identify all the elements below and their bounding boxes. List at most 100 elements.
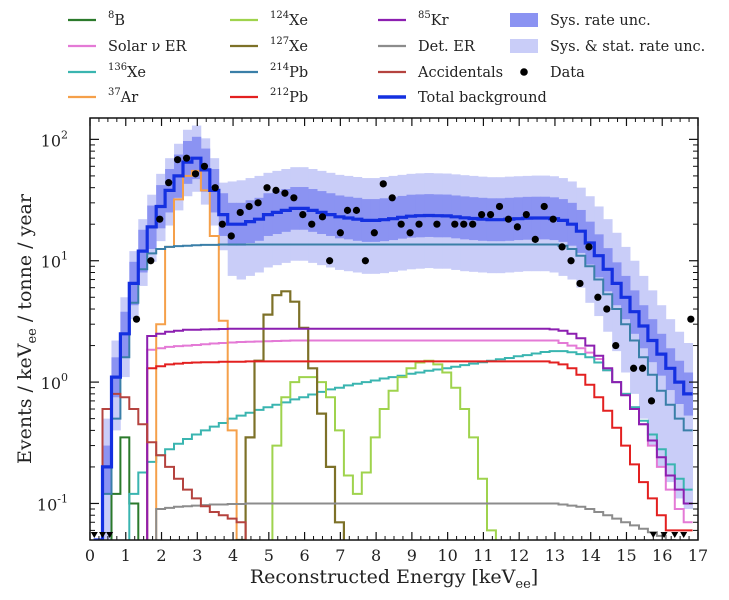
data-point	[531, 235, 539, 243]
data-point	[352, 206, 361, 214]
y-axis-title-end: / tonne / year	[14, 193, 36, 328]
legend-label-sup: 37	[108, 87, 121, 98]
legend-label-main: Xe	[289, 13, 308, 29]
data-point	[460, 220, 468, 228]
legend-label-main: Ar	[120, 90, 138, 106]
data-point	[451, 220, 459, 228]
x-tick-label: 14	[581, 546, 601, 565]
legend-label-main: Kr	[431, 13, 449, 29]
upper-limit-marker	[671, 532, 679, 538]
upper-limit-marker	[99, 532, 107, 538]
data-point	[182, 154, 191, 162]
data-point	[236, 208, 244, 217]
legend-label: 212Pb	[270, 87, 308, 106]
sys-band-bin	[102, 445, 112, 494]
x-tick-label: 11	[473, 546, 493, 565]
y-tick-base: 10	[37, 495, 57, 514]
data-point	[290, 194, 298, 202]
series-line-6	[101, 243, 693, 540]
data-point	[540, 202, 548, 211]
series-line-7	[146, 360, 693, 540]
data-point	[272, 186, 280, 194]
data-point	[513, 223, 521, 231]
legend-label-main: B	[114, 13, 125, 29]
x-tick-label: 6	[299, 546, 309, 565]
x-tick-label: 12	[509, 546, 529, 565]
x-tick-label: 10	[437, 546, 457, 565]
stat-band-bin	[656, 305, 667, 467]
series-line-8	[146, 327, 693, 540]
data-point	[308, 220, 316, 228]
data-point	[406, 229, 414, 237]
upper-limit-markers	[90, 532, 688, 538]
legend-label-sup: 85	[418, 10, 431, 21]
data-point	[630, 364, 638, 372]
data-point	[245, 202, 253, 211]
stat-band-bin	[674, 331, 685, 499]
x-tick-label: 0	[85, 546, 95, 565]
series-line-10	[101, 392, 247, 540]
legend-label-main: Pb	[289, 65, 308, 81]
data-point	[576, 279, 584, 288]
uncertainty-bands	[102, 125, 694, 540]
x-tick-label: 4	[228, 546, 238, 565]
upper-limit-marker	[680, 532, 688, 538]
data-point	[165, 179, 173, 187]
legend-label-main: Xe	[127, 65, 146, 81]
legend-label: 214Pb	[270, 62, 308, 81]
series-line-4	[271, 359, 497, 540]
data-point	[612, 341, 620, 350]
legend-label-sup: 8	[108, 10, 114, 21]
legend-label-main: Xe	[289, 39, 308, 55]
legend-label: Data	[550, 65, 585, 81]
data-point	[132, 315, 141, 323]
x-tick-label: 17	[688, 546, 708, 565]
data-point	[299, 210, 307, 219]
x-tick-label: 2	[156, 546, 166, 565]
data-point	[211, 184, 219, 192]
data-point	[549, 215, 557, 223]
data-points	[132, 154, 695, 405]
series-line-5	[235, 290, 345, 540]
legend-label-sup: 136	[108, 62, 127, 73]
data-point	[687, 315, 695, 323]
legend-label: 85Kr	[418, 10, 449, 29]
background-component-lines	[93, 156, 693, 540]
data-point	[558, 243, 566, 251]
upper-limit-marker	[649, 532, 657, 538]
data-point	[594, 293, 602, 301]
upper-limit-marker	[106, 532, 114, 538]
data-point	[156, 215, 164, 223]
x-tick-label: 16	[652, 546, 672, 565]
data-point	[567, 257, 575, 265]
legend-label: Accidentals	[417, 65, 503, 81]
x-tick-label: 1	[121, 546, 131, 565]
data-point	[336, 229, 344, 237]
data-point	[478, 210, 486, 219]
series-line-3	[155, 169, 238, 540]
data-point	[486, 210, 495, 219]
series-line-11	[93, 156, 693, 540]
data-point	[638, 364, 647, 372]
stat-band-bin	[647, 290, 658, 446]
x-tick-label: 8	[371, 546, 381, 565]
y-tick-label: 101	[41, 250, 68, 272]
series-line-0	[110, 436, 140, 540]
data-point	[254, 199, 262, 207]
x-axis-title-end: ]	[531, 566, 538, 588]
data-point	[585, 243, 593, 251]
x-tick-label: 5	[264, 546, 274, 565]
data-point	[147, 257, 155, 265]
legend-label-sup: 124	[270, 10, 289, 21]
legend-label: Sys. & stat. rate unc.	[550, 39, 705, 55]
data-point	[603, 305, 611, 313]
legend-label-sup: 127	[270, 36, 289, 47]
x-axis-title-main: Reconstructed Energy [keV	[250, 566, 516, 588]
data-point	[191, 170, 200, 178]
x-axis-title-sub: ee	[515, 577, 531, 592]
stat-band-bin	[665, 319, 676, 483]
y-tick-label: 102	[41, 128, 68, 150]
